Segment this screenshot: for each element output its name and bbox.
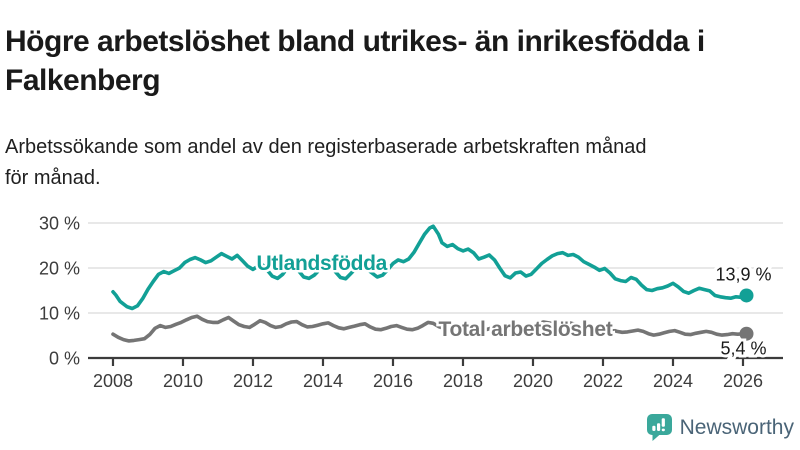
x-tick-label: 2026	[723, 371, 763, 391]
series-line-total-arbetsl-shet	[111, 314, 749, 343]
x-tick-label: 2024	[653, 371, 693, 391]
x-tick-label: 2016	[373, 371, 413, 391]
y-tick-label: 0 %	[49, 349, 80, 369]
x-tick-label: 2018	[443, 371, 483, 391]
series-label-utlandsf-dda: Utlandsfödda	[256, 252, 387, 275]
end-value-label-total-arbetsl-shet: 5,4 %	[720, 339, 766, 359]
series-label-total-arbetsl-shet: Total arbetslöshet	[438, 318, 612, 341]
x-tick-label: 2022	[583, 371, 623, 391]
x-tick-label: 2010	[163, 371, 203, 391]
series-end-dot-utlandsf-dda	[739, 288, 754, 303]
y-tick-label: 20 %	[39, 259, 80, 279]
end-value-label-utlandsf-dda: 13,9 %	[715, 264, 771, 284]
series-line-utlandsf-dda	[111, 224, 749, 311]
y-tick-label: 10 %	[39, 304, 80, 324]
newsworthy-brand-label: Newsworthy	[679, 415, 794, 439]
unemployment-line-chart: 0 % 10 % 20 % 30 % 2008 2010 2012 2014 2016 2018 2…	[39, 214, 783, 391]
x-tick-label: 2014	[303, 371, 343, 391]
newsworthy-chart-bubble-icon	[646, 414, 672, 441]
x-tick-label: 2012	[233, 371, 273, 391]
series-end-dot-total-arbetsl-shet	[739, 326, 754, 341]
x-tick-label: 2020	[513, 371, 553, 391]
newsworthy-brand-link[interactable]: Newsworthy	[646, 413, 794, 442]
page-title: Högre arbetslöshet bland utrikes- än inr…	[5, 25, 705, 98]
y-tick-label: 30 %	[39, 214, 80, 234]
x-tick-label: 2008	[93, 371, 133, 391]
chart-description: Arbetssökande som andel av den registerb…	[5, 136, 647, 189]
